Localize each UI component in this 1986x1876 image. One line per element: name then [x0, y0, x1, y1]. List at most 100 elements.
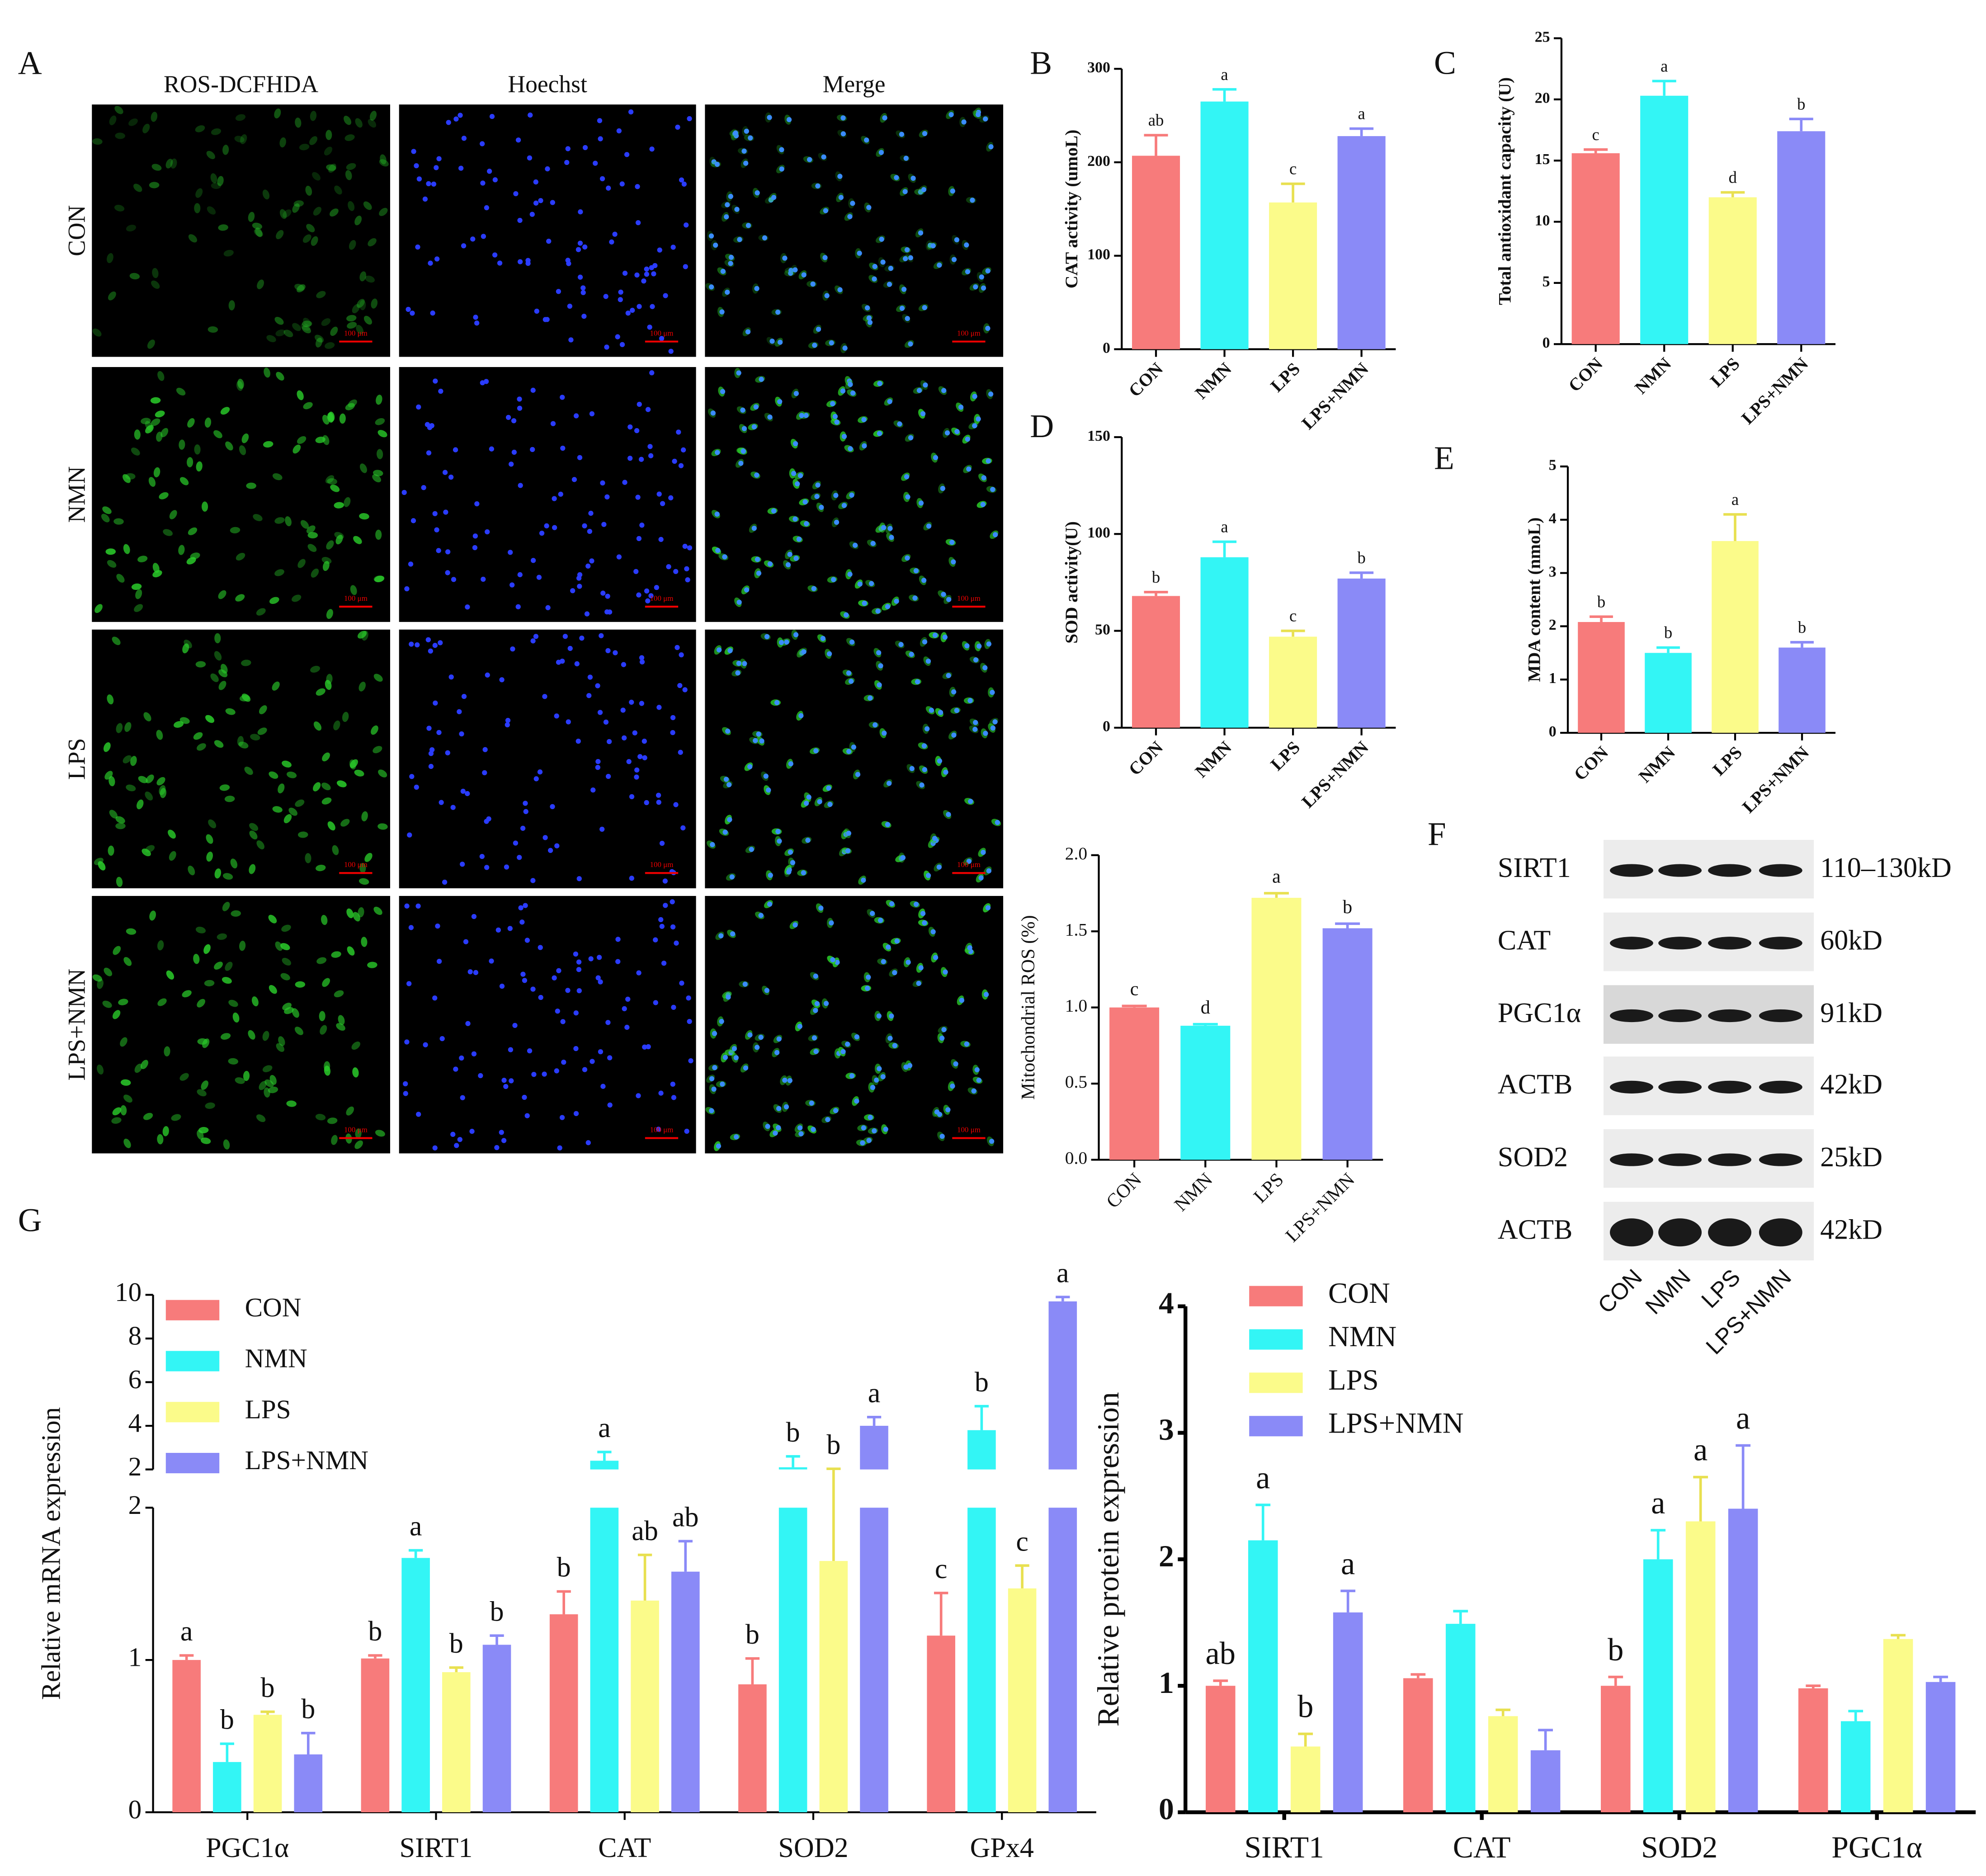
nucleus [432, 1145, 438, 1151]
nucleus [829, 340, 834, 346]
cell [375, 529, 382, 540]
nucleus [765, 1124, 770, 1129]
cell [316, 291, 326, 298]
cell [102, 1000, 112, 1008]
nucleus [742, 981, 748, 987]
nucleus [824, 293, 830, 298]
y-tick-label: 1 [128, 1642, 142, 1672]
lane-label: NMN [1640, 1264, 1695, 1319]
cell [249, 864, 256, 874]
bar [1333, 1612, 1363, 1813]
significance-letter: b [1152, 568, 1160, 586]
bar [1571, 153, 1620, 344]
nucleus [605, 594, 610, 599]
nucleus [425, 422, 430, 427]
nucleus [615, 937, 621, 942]
cell [331, 1135, 338, 1145]
cell [179, 477, 189, 485]
x-tick-label: SIRT1 [1245, 1830, 1324, 1864]
error-bar [490, 1634, 504, 1645]
nucleus [509, 1078, 514, 1084]
nucleus [460, 862, 465, 867]
nucleus [742, 661, 747, 666]
cell [197, 1089, 207, 1097]
nucleus [601, 522, 607, 527]
nucleus [872, 264, 877, 269]
nucleus [565, 988, 571, 993]
panel-label: F [1428, 815, 1446, 852]
nucleus [658, 1090, 664, 1096]
nucleus [862, 600, 867, 606]
y-axis-title: Relative protein expression [1091, 1392, 1125, 1726]
nucleus [811, 1035, 817, 1041]
nucleus [542, 835, 548, 840]
nucleus [461, 243, 467, 249]
x-tick-label: CON [1570, 742, 1612, 784]
cell [206, 834, 213, 844]
significance-letter: b [368, 1616, 382, 1647]
band [1658, 937, 1702, 950]
nucleus [726, 995, 731, 1000]
cell [359, 863, 366, 873]
bar [1798, 1688, 1828, 1813]
cell [377, 449, 383, 459]
nucleus [678, 749, 683, 755]
nucleus [922, 305, 927, 311]
size-label: 91kD [1820, 998, 1882, 1028]
significance-letter: a [1221, 65, 1228, 84]
nucleus [954, 237, 960, 243]
nucleus [582, 523, 587, 528]
nucleus [683, 264, 688, 269]
cell [193, 954, 200, 964]
significance-letter: ab [632, 1516, 658, 1546]
nucleus [889, 535, 894, 540]
nucleus [719, 309, 725, 315]
nucleus [744, 128, 749, 134]
cell [327, 412, 334, 423]
nucleus [533, 200, 539, 206]
bar [590, 1508, 619, 1813]
y-tick-label: 15 [1535, 151, 1550, 168]
nucleus [465, 1021, 471, 1026]
bar [1488, 1716, 1518, 1813]
nucleus [654, 584, 659, 590]
nucleus [599, 826, 605, 832]
nucleus [688, 1058, 693, 1064]
nucleus [767, 115, 772, 120]
nucleus [653, 1000, 658, 1005]
nucleus [951, 689, 957, 695]
cell [314, 335, 324, 343]
bar [1685, 1521, 1716, 1813]
nucleus [585, 563, 591, 569]
cell [202, 501, 208, 512]
nucleus [894, 938, 900, 944]
cell [286, 771, 297, 778]
cell [151, 418, 160, 426]
cell [97, 1064, 104, 1075]
nucleus [990, 487, 995, 492]
nucleus [946, 597, 952, 602]
error-bar [1212, 88, 1237, 102]
cell [338, 1015, 345, 1025]
cell [276, 372, 284, 381]
cell [236, 552, 245, 561]
nucleus [720, 1081, 725, 1087]
nucleus [769, 339, 775, 344]
nucleus [841, 503, 847, 508]
nucleus [512, 1023, 518, 1028]
nucleus [776, 1036, 782, 1042]
nucleus [552, 496, 557, 501]
error-bar [934, 1592, 948, 1636]
nucleus [637, 401, 642, 407]
row-label: CON [63, 205, 90, 256]
error-bar [786, 1455, 800, 1467]
nucleus [992, 719, 998, 725]
nucleus [474, 501, 480, 507]
cell [356, 299, 365, 308]
y-tick-label: 0.0 [1065, 1148, 1087, 1168]
nucleus [989, 1139, 995, 1144]
x-tick-label: NMN [1191, 737, 1236, 782]
nucleus [589, 411, 595, 416]
cell [309, 136, 318, 145]
nucleus [842, 345, 848, 351]
